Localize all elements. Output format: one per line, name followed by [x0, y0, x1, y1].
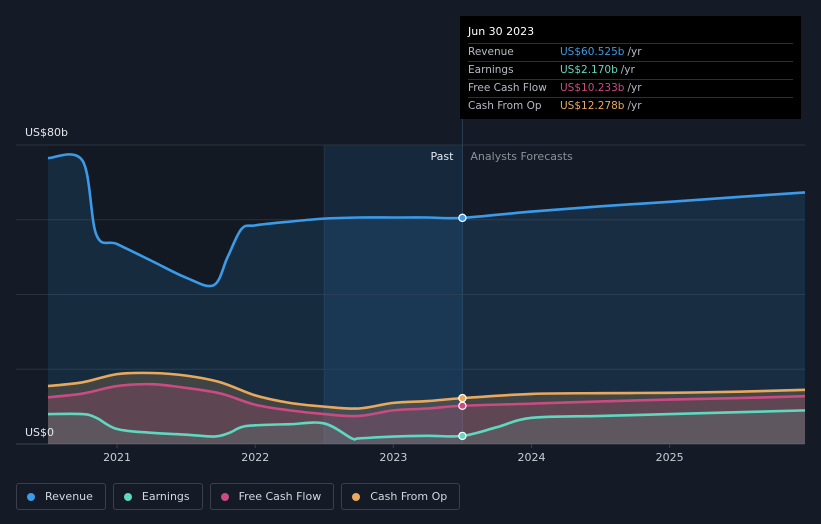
tooltip-unit: /yr [627, 100, 642, 112]
x-tick-label: 2024 [517, 451, 545, 464]
tooltip-value: US$2.170b [560, 64, 618, 76]
tooltip-unit: /yr [620, 64, 635, 76]
legend-label: Cash From Op [370, 490, 448, 503]
series-line-revenue [47, 153, 806, 288]
point-marker-cash-from-op [458, 393, 467, 403]
legend-item-free-cash-flow[interactable]: Free Cash Flow [209, 483, 335, 510]
tooltip-value: US$60.525b [560, 46, 625, 58]
tooltip-row-cash-from-op: Cash From Op US$12.278b /yr [468, 97, 793, 115]
point-marker-revenue [458, 213, 467, 223]
legend: Revenue Earnings Free Cash Flow Cash Fro… [16, 483, 461, 510]
forecast-label: Analysts Forecasts [470, 150, 573, 163]
legend-item-revenue[interactable]: Revenue [16, 483, 106, 510]
x-tick-label: 2025 [656, 451, 684, 464]
tooltip: Jun 30 2023 Revenue US$60.525b /yr Earni… [460, 16, 801, 119]
legend-dot-icon [352, 492, 361, 501]
tooltip-label: Free Cash Flow [468, 82, 547, 94]
series-line-earnings [47, 409, 806, 441]
tooltip-row-earnings: Earnings US$2.170b /yr [468, 61, 793, 79]
tooltip-label: Cash From Op [468, 100, 542, 112]
y-axis-label-min: US$0 [25, 426, 54, 439]
area-earnings [48, 410, 805, 444]
tooltip-row-revenue: Revenue US$60.525b /yr [468, 43, 793, 61]
area-revenue [48, 154, 805, 444]
tooltip-date: Jun 30 2023 [468, 25, 535, 38]
tooltip-value: US$12.278b [560, 100, 625, 112]
tooltip-label: Revenue [468, 46, 514, 58]
tooltip-unit: /yr [627, 82, 642, 94]
series-line-free-cash-flow [47, 382, 806, 418]
legend-dot-icon [27, 492, 35, 501]
point-marker-free-cash-flow [458, 401, 467, 410]
legend-label: Free Cash Flow [238, 490, 322, 503]
series-line-cash-from-op [47, 371, 806, 410]
tooltip-label: Earnings [468, 64, 514, 76]
legend-label: Revenue [45, 490, 93, 503]
y-axis-label-max: US$80b [25, 126, 68, 139]
legend-item-earnings[interactable]: Earnings [112, 483, 203, 510]
tooltip-value: US$10.233b [560, 82, 625, 94]
point-marker-earnings [458, 431, 467, 441]
tooltip-unit: /yr [627, 46, 642, 58]
past-label: Past [430, 150, 454, 163]
x-tick-label: 2021 [103, 451, 131, 464]
x-tick-label: 2022 [241, 451, 269, 464]
x-tick-label: 2023 [379, 451, 407, 464]
legend-item-cash-from-op[interactable]: Cash From Op [341, 483, 461, 510]
legend-dot-icon [220, 492, 229, 501]
legend-label: Earnings [141, 490, 190, 503]
legend-dot-icon [123, 492, 132, 501]
tooltip-row-free-cash-flow: Free Cash Flow US$10.233b /yr [468, 79, 793, 97]
